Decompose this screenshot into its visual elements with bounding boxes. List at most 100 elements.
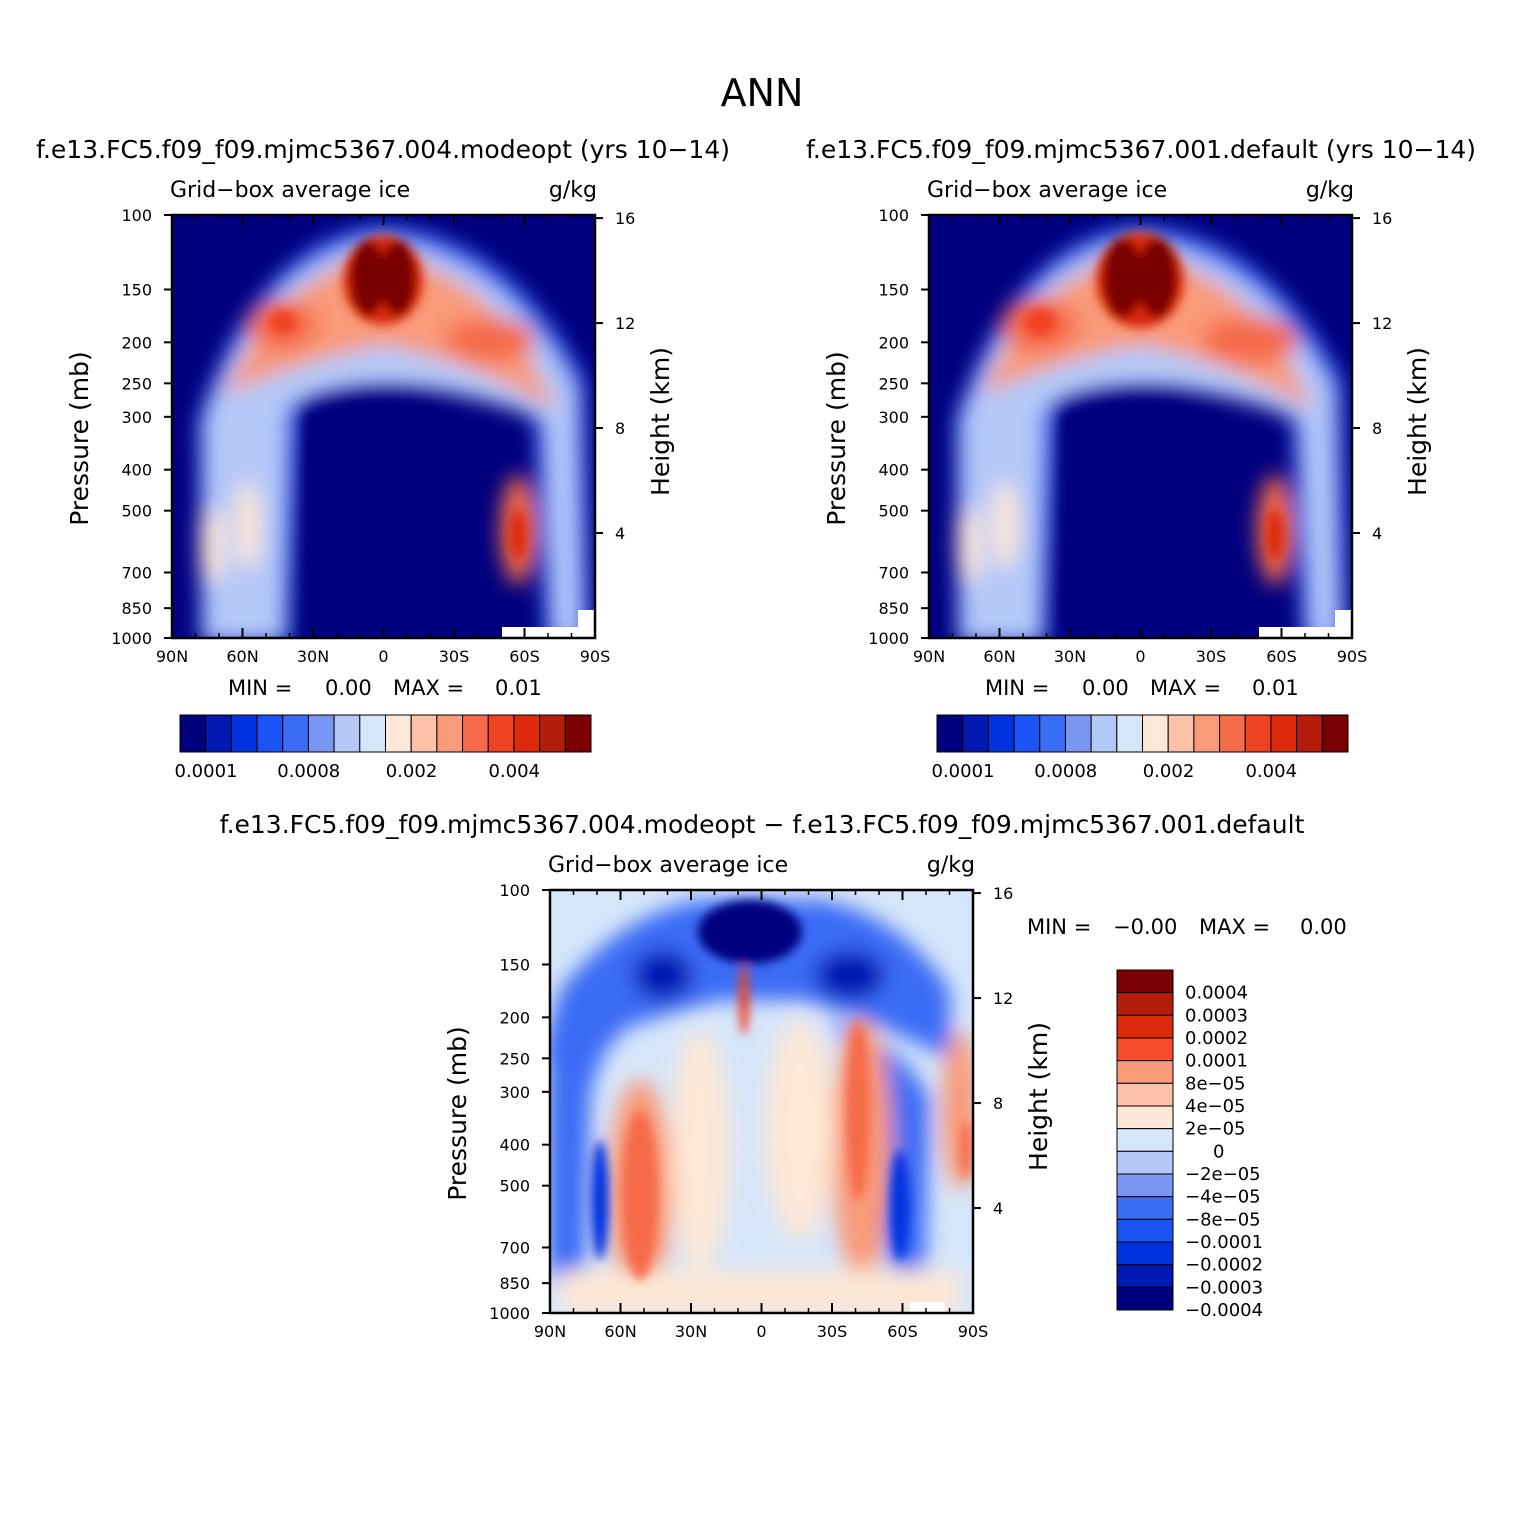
y-tick-label: 100 <box>121 206 152 225</box>
colorbar-label: 0.0003 <box>1185 1005 1248 1026</box>
y-tick-label: 200 <box>499 1008 530 1027</box>
stats-panel-0: MIN = 0.00 MAX = 0.01 <box>228 676 542 700</box>
max-value: 0.01 <box>1252 676 1299 700</box>
colorbar-swatch <box>1116 1173 1174 1198</box>
colorbar-swatch <box>936 714 964 753</box>
y-tick-label: 200 <box>878 333 909 352</box>
y-axis-title: Pressure (mb) <box>65 351 94 525</box>
colorbar-swatch <box>230 714 258 753</box>
colorbar-swatch <box>1090 714 1118 753</box>
y-tick-label: 850 <box>499 1274 530 1293</box>
colorbar-label: 0.0008 <box>1034 761 1097 782</box>
max-label: MAX = <box>393 676 464 700</box>
stats-panel-2: MIN = −0.00 MAX = 0.00 <box>1027 915 1347 939</box>
colorbar-swatch <box>410 714 438 753</box>
colorbar-label: 0.002 <box>386 761 438 782</box>
max-value: 0.01 <box>495 676 542 700</box>
colorbar-swatch <box>513 714 541 753</box>
y-tick-label: 1000 <box>489 1304 530 1323</box>
y-right-axis-title: Height (km) <box>1024 1022 1053 1171</box>
colorbar-swatch <box>179 714 207 753</box>
min-value: −0.00 <box>1113 915 1177 939</box>
units-label: g/kg <box>927 853 975 878</box>
y-right-tick-label: 8 <box>993 1094 1003 1113</box>
x-tick-label: 0 <box>756 1322 766 1341</box>
colorbar-swatch <box>462 714 489 753</box>
colorbar-label: −0.0004 <box>1185 1300 1263 1321</box>
colorbar-label: 0.0001 <box>932 761 995 782</box>
y-right-axis-title: Height (km) <box>646 347 675 496</box>
colorbar-swatch <box>1142 714 1169 753</box>
y-tick-label: 150 <box>878 280 909 299</box>
x-tick-label: 60N <box>226 647 258 666</box>
panel-difference: f.e13.FC5.f09_f09.mjmc5367.004.modeopt −… <box>220 810 1305 1341</box>
y-tick-label: 300 <box>121 408 152 427</box>
y-tick-label: 150 <box>499 955 530 974</box>
colorbar-swatch <box>333 714 361 753</box>
y-right-tick-label: 4 <box>1372 524 1382 543</box>
x-tick-label: 90S <box>958 1322 989 1341</box>
y-tick-label: 500 <box>878 502 909 521</box>
colorbar-label: −0.0001 <box>1185 1232 1263 1253</box>
y-tick-label: 700 <box>121 563 152 582</box>
contour-field <box>172 215 595 638</box>
colorbar-swatch <box>1296 714 1323 753</box>
y-right-tick-label: 4 <box>615 524 625 543</box>
y-tick-label: 300 <box>499 1083 530 1102</box>
y-tick-label: 400 <box>878 461 909 480</box>
colorbar-label: 8e−05 <box>1185 1073 1246 1094</box>
colorbar-label: −8e−05 <box>1185 1209 1261 1230</box>
contour-field <box>929 215 1352 638</box>
y-right-tick-label: 16 <box>1372 209 1392 228</box>
y-tick-label: 1000 <box>868 629 909 648</box>
colorbar-label: −0.0003 <box>1185 1277 1263 1298</box>
colorbar-swatch <box>1116 1150 1174 1175</box>
colorbar-swatch <box>487 714 515 753</box>
y-right-tick-label: 16 <box>993 884 1013 903</box>
x-tick-label: 30S <box>817 1322 848 1341</box>
max-label: MAX = <box>1199 915 1270 939</box>
colorbar-swatch <box>1321 714 1349 753</box>
x-tick-label: 90N <box>156 647 188 666</box>
y-tick-label: 150 <box>121 280 152 299</box>
x-tick-label: 90N <box>534 1322 566 1341</box>
colorbar-label: −2e−05 <box>1185 1164 1261 1185</box>
y-tick-label: 300 <box>878 408 909 427</box>
colorbar-panel-2: 0.00040.00030.00020.00018e−054e−052e−050… <box>1116 969 1263 1321</box>
y-tick-label: 250 <box>499 1049 530 1068</box>
max-label: MAX = <box>1150 676 1221 700</box>
y-right-tick-label: 16 <box>615 209 635 228</box>
colorbar-label: −4e−05 <box>1185 1187 1261 1208</box>
x-tick-label: 60S <box>887 1322 918 1341</box>
min-label: MIN = <box>985 676 1049 700</box>
colorbar-swatch <box>1244 714 1272 753</box>
y-tick-label: 100 <box>878 206 909 225</box>
colorbar-swatch <box>1116 1218 1174 1243</box>
units-label: g/kg <box>1306 178 1354 203</box>
colorbar-swatch <box>256 714 284 753</box>
y-tick-label: 200 <box>121 333 152 352</box>
colorbar-swatch <box>205 714 232 753</box>
y-right-axis-title: Height (km) <box>1403 347 1432 496</box>
colorbar-swatch <box>1116 1196 1174 1220</box>
x-tick-label: 60S <box>509 647 540 666</box>
colorbar-swatch <box>1116 1241 1174 1266</box>
colorbar-swatch <box>1116 992 1174 1016</box>
panel-title: f.e13.FC5.f09_f09.mjmc5367.004.modeopt −… <box>220 810 1305 839</box>
colorbar-swatch <box>359 714 386 753</box>
x-tick-label: 0 <box>1135 647 1145 666</box>
y-tick-label: 250 <box>878 374 909 393</box>
panel-default: f.e13.FC5.f09_f09.mjmc5367.001.default (… <box>806 135 1476 666</box>
x-tick-label: 30N <box>675 1322 707 1341</box>
x-tick-label: 90S <box>580 647 611 666</box>
colorbar-swatch <box>1270 714 1298 753</box>
colorbar-swatch <box>1116 1286 1174 1311</box>
colorbar-swatch <box>962 714 989 753</box>
y-right-tick-label: 12 <box>615 314 635 333</box>
x-tick-label: 30N <box>1054 647 1086 666</box>
colorbar-swatch <box>1013 714 1041 753</box>
y-tick-label: 400 <box>121 461 152 480</box>
colorbar-label: 0.0002 <box>1185 1028 1248 1049</box>
panel-title: f.e13.FC5.f09_f09.mjmc5367.001.default (… <box>806 135 1476 164</box>
y-tick-label: 500 <box>121 502 152 521</box>
